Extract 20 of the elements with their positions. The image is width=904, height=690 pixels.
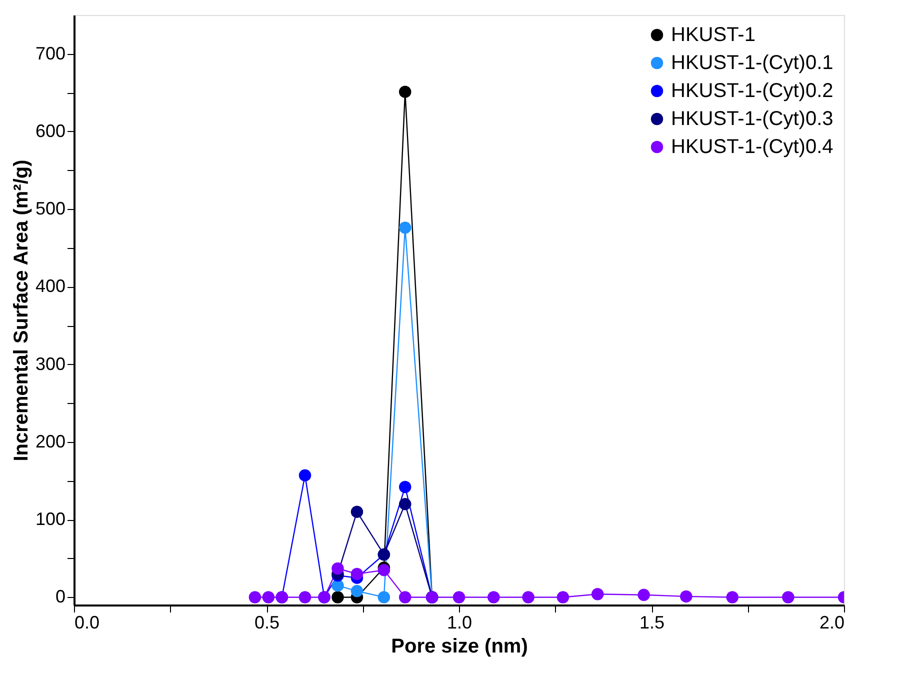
legend-label: HKUST-1-(Cyt)0.4 [671, 136, 834, 158]
x-tick-label: 0.0 [74, 612, 100, 632]
y-tick-label: 600 [35, 120, 66, 141]
legend-label: HKUST-1-(Cyt)0.3 [671, 108, 834, 130]
x-tick-label: 1.0 [446, 612, 472, 632]
y-tick-label: 500 [35, 198, 66, 219]
y-tick-label: 0 [55, 586, 66, 607]
y-tick-label: 400 [35, 276, 66, 296]
x-tick-label: 0.5 [254, 612, 280, 632]
legend-label: HKUST-1-(Cyt)0.1 [671, 52, 834, 74]
y-axis-title: Incremental Surface Area (m²/g) [10, 160, 32, 462]
y-tick-label: 300 [35, 354, 66, 374]
y-tick-label: 700 [35, 43, 66, 64]
x-tick-label: 1.5 [639, 612, 665, 632]
x-axis-title: Pore size (nm) [391, 636, 528, 658]
legend-label: HKUST-1 [671, 24, 756, 46]
x-tick-label: 2.0 [819, 612, 844, 632]
y-tick-label: 100 [35, 509, 66, 530]
legend-label: HKUST-1-(Cyt)0.2 [671, 80, 834, 102]
y-tick-label: 200 [35, 431, 66, 452]
